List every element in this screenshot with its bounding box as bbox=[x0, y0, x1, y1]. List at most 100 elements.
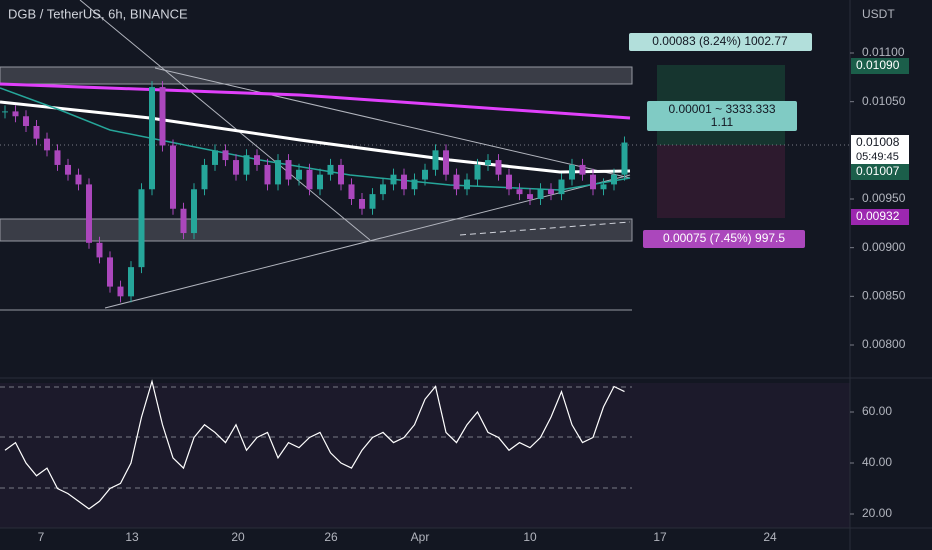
date-label: 13 bbox=[125, 530, 139, 544]
candle bbox=[453, 174, 460, 190]
candle bbox=[191, 189, 197, 234]
candle bbox=[579, 164, 586, 175]
candle bbox=[422, 169, 428, 180]
date-label: 20 bbox=[231, 530, 245, 544]
candle bbox=[600, 184, 607, 190]
candle bbox=[117, 286, 124, 297]
candle bbox=[485, 160, 491, 165]
candle bbox=[432, 150, 439, 170]
candle bbox=[338, 164, 344, 185]
ma-line bbox=[0, 82, 631, 120]
candle bbox=[401, 174, 407, 190]
candle bbox=[380, 184, 386, 195]
candle bbox=[516, 189, 523, 195]
candle bbox=[443, 150, 449, 175]
candle bbox=[254, 155, 260, 165]
candle bbox=[537, 189, 544, 199]
candle bbox=[201, 164, 208, 190]
candle bbox=[23, 116, 29, 126]
candle bbox=[306, 169, 313, 190]
entry-tag bbox=[647, 101, 797, 131]
support-zone bbox=[0, 218, 633, 242]
candle bbox=[159, 87, 166, 146]
candle bbox=[128, 267, 134, 297]
date-label: 26 bbox=[324, 530, 338, 544]
trend-line bbox=[154, 67, 631, 179]
resistance-zone bbox=[0, 66, 633, 85]
candle bbox=[390, 174, 397, 185]
stop-area bbox=[657, 145, 785, 218]
candle bbox=[149, 87, 155, 190]
candle bbox=[359, 198, 365, 209]
candle bbox=[327, 164, 334, 175]
last-price-tag bbox=[851, 135, 909, 165]
candle bbox=[621, 142, 628, 175]
candle bbox=[243, 155, 250, 175]
date-label: 24 bbox=[763, 530, 777, 544]
price-tag-label: 0.00932 bbox=[856, 209, 900, 223]
candle bbox=[369, 194, 376, 209]
candle bbox=[222, 150, 229, 161]
date-label: 10 bbox=[523, 530, 537, 544]
candle bbox=[180, 208, 187, 234]
candle bbox=[44, 138, 50, 151]
candle bbox=[2, 111, 8, 113]
candle bbox=[212, 150, 218, 165]
candle bbox=[506, 174, 512, 190]
date-label: Apr bbox=[411, 530, 430, 544]
candle bbox=[411, 179, 418, 190]
candle bbox=[474, 164, 481, 180]
ratio-label: 1.11 bbox=[711, 115, 734, 129]
candle bbox=[611, 174, 617, 185]
target-label: 0.00083 (8.24%) 1002.77 bbox=[652, 34, 788, 48]
candle bbox=[86, 184, 92, 243]
price-tick-label: 0.00900 bbox=[862, 240, 906, 254]
candle bbox=[12, 111, 19, 117]
price-tag bbox=[851, 58, 909, 74]
candle bbox=[75, 174, 82, 185]
candle bbox=[296, 169, 302, 180]
price-tick-label: 0.00950 bbox=[862, 191, 906, 205]
last-price: 0.01008 bbox=[856, 135, 900, 149]
price-tag bbox=[851, 164, 909, 180]
price-tag-label: 0.01007 bbox=[856, 164, 900, 178]
candle bbox=[54, 150, 61, 165]
rsi-tick-label: 20.00 bbox=[862, 506, 892, 520]
candle bbox=[96, 242, 103, 258]
date-label: 17 bbox=[653, 530, 667, 544]
price-tag bbox=[851, 209, 909, 225]
candle bbox=[558, 179, 565, 195]
price-tick-label: 0.00850 bbox=[862, 289, 906, 303]
candle bbox=[264, 164, 271, 185]
candle bbox=[65, 164, 71, 175]
candle bbox=[233, 160, 239, 175]
rsi-tick-label: 40.00 bbox=[862, 455, 892, 469]
candle bbox=[495, 160, 502, 175]
candle bbox=[569, 164, 575, 180]
candle bbox=[348, 184, 355, 199]
price-tick-label: 0.01100 bbox=[862, 45, 905, 59]
countdown: 05:49:45 bbox=[856, 151, 899, 163]
stop-tag bbox=[643, 230, 805, 248]
candle bbox=[548, 189, 554, 195]
candle bbox=[464, 179, 470, 190]
stop-label: 0.00075 (7.45%) 997.5 bbox=[663, 231, 785, 245]
entry-label: 0.00001 ~ 3333.333 bbox=[668, 102, 775, 116]
currency: USDT bbox=[862, 7, 895, 21]
candle bbox=[275, 160, 281, 185]
candle bbox=[33, 125, 40, 139]
candle bbox=[138, 189, 145, 268]
price-tick-label: 0.01050 bbox=[862, 94, 906, 108]
trend-line bbox=[79, 0, 371, 241]
candle bbox=[107, 257, 113, 287]
symbol-title: DGB / TetherUS, 6h, BINANCE bbox=[8, 6, 188, 21]
rsi-panel bbox=[0, 383, 850, 528]
price-tag-label: 0.01090 bbox=[856, 58, 900, 72]
rsi-tick-label: 60.00 bbox=[862, 404, 892, 418]
date-label: 7 bbox=[38, 530, 45, 544]
candle bbox=[590, 174, 596, 190]
target-tag bbox=[629, 33, 812, 51]
candle bbox=[527, 194, 533, 199]
trend-line bbox=[459, 221, 631, 236]
